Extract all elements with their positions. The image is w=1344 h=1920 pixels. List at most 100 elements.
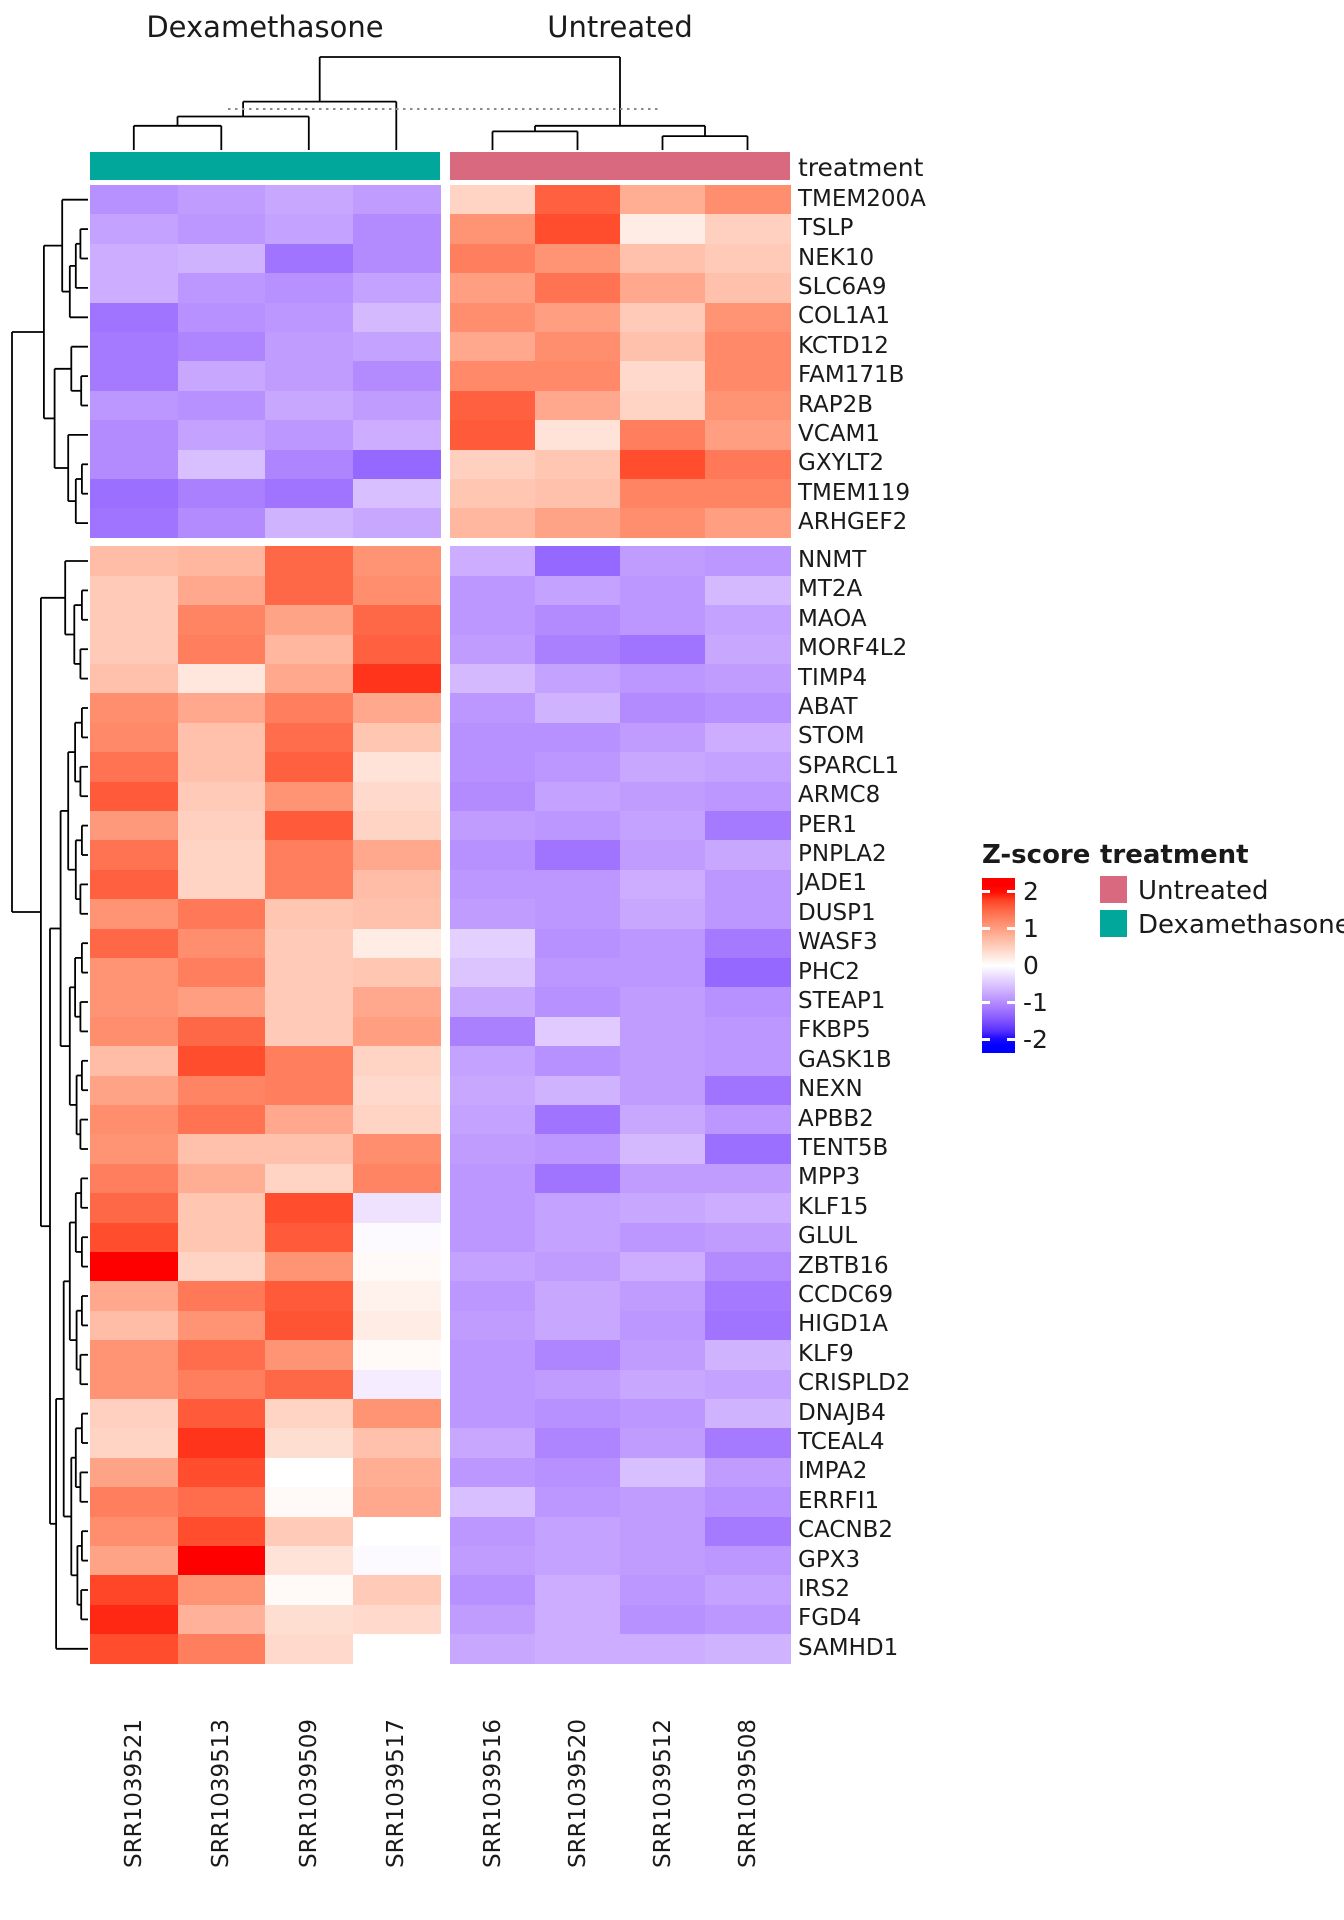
heatmap-cell	[620, 1340, 706, 1370]
heatmap-cell	[90, 693, 178, 724]
heatmap-cell	[90, 634, 178, 665]
heatmap-cell	[265, 1634, 353, 1664]
gene-label: GXYLT2	[798, 450, 884, 477]
gene-label: CCDC69	[798, 1281, 894, 1308]
heatmap-cell	[620, 928, 706, 959]
heatmap-cell	[535, 957, 621, 988]
heatmap-cell	[620, 605, 706, 635]
gene-label: FAM171B	[798, 362, 905, 389]
heatmap-cell	[177, 663, 266, 694]
heatmap-cell	[352, 1398, 441, 1429]
zscore-tick-mark	[1007, 927, 1015, 931]
heatmap-cell	[620, 1104, 706, 1135]
heatmap-cell	[90, 302, 178, 333]
heatmap-cell	[705, 1134, 791, 1165]
heatmap-cell	[450, 1163, 536, 1194]
heatmap-cell	[705, 302, 791, 333]
legend-item-untreated: Untreated	[1138, 876, 1269, 906]
heatmap-cell	[352, 546, 441, 577]
heatmap-cell	[620, 1634, 706, 1664]
heatmap-cell	[450, 1193, 536, 1223]
gene-label: GASK1B	[798, 1046, 892, 1073]
heatmap-cell	[177, 420, 266, 451]
heatmap-cell	[705, 1046, 791, 1076]
heatmap-cell	[450, 810, 536, 841]
heatmap-cell	[265, 840, 353, 871]
heatmap-cell	[705, 1222, 791, 1253]
heatmap-cell	[450, 479, 536, 509]
gene-label: TENT5B	[798, 1134, 889, 1161]
gene-label: COL1A1	[798, 303, 890, 330]
heatmap-cell	[177, 332, 266, 362]
heatmap-cell	[705, 390, 791, 421]
gene-label: CACNB2	[798, 1517, 894, 1544]
heatmap-cell	[177, 987, 266, 1018]
heatmap-cell	[177, 361, 266, 392]
zscore-tick-label: 1	[1023, 913, 1039, 943]
heatmap-cell	[620, 1016, 706, 1047]
heatmap-cell	[450, 781, 536, 812]
heatmap-cell	[620, 575, 706, 606]
heatmap-cell	[352, 508, 441, 539]
heatmap-cell	[90, 1016, 178, 1047]
heatmap-cell	[450, 869, 536, 900]
heatmap-cell	[177, 1516, 266, 1547]
heatmap-cell	[705, 1398, 791, 1429]
heatmap-cell	[265, 1310, 353, 1341]
heatmap-cell	[620, 214, 706, 245]
gene-label: JADE1	[798, 870, 867, 897]
heatmap-cell	[535, 1310, 621, 1341]
heatmap-cell	[90, 781, 178, 812]
heatmap-cell	[90, 605, 178, 635]
heatmap-cell	[265, 1281, 353, 1312]
zscore-tick-label: -2	[1023, 1024, 1048, 1054]
heatmap-cell	[90, 1398, 178, 1429]
heatmap-cell	[90, 479, 178, 509]
heatmap-cell	[450, 1310, 536, 1341]
heatmap-cell	[90, 1428, 178, 1459]
gene-label: MAOA	[798, 605, 867, 632]
heatmap-cell	[352, 1428, 441, 1459]
gene-label: ZBTB16	[798, 1252, 889, 1279]
heatmap-cell	[177, 957, 266, 988]
heatmap-cell	[705, 273, 791, 304]
heatmap-cell	[352, 605, 441, 635]
gene-label: ARHGEF2	[798, 509, 908, 536]
heatmap-cell	[620, 1369, 706, 1400]
heatmap-cell	[535, 634, 621, 665]
heatmap-cell	[705, 663, 791, 694]
heatmap-cell	[352, 332, 441, 362]
heatmap-cell	[265, 1134, 353, 1165]
heatmap-cell	[620, 390, 706, 421]
heatmap-cell	[90, 1340, 178, 1370]
heatmap-cell	[705, 1604, 791, 1635]
heatmap-cell	[177, 810, 266, 841]
heatmap-cell	[450, 1487, 536, 1517]
heatmap-cell	[535, 479, 621, 509]
gene-label: MPP3	[798, 1164, 861, 1191]
heatmap-cell	[352, 1634, 441, 1664]
heatmap-cell	[352, 390, 441, 421]
heatmap-cell	[620, 1487, 706, 1517]
heatmap-cell	[535, 1134, 621, 1165]
heatmap-cell	[535, 420, 621, 451]
heatmap-cell	[90, 243, 178, 274]
heatmap-cell	[265, 1193, 353, 1223]
heatmap-cell	[535, 1457, 621, 1488]
heatmap-cell	[265, 273, 353, 304]
heatmap-cell	[90, 1075, 178, 1106]
heatmap-cell	[177, 1634, 266, 1664]
heatmap-cell	[90, 752, 178, 782]
heatmap-cell	[620, 987, 706, 1018]
gene-label: SLC6A9	[798, 273, 887, 300]
heatmap-cell	[177, 302, 266, 333]
heatmap-cell	[265, 1457, 353, 1488]
sample-label: SRR1039512	[649, 1719, 676, 1868]
heatmap-cell	[705, 185, 791, 215]
heatmap-cell	[450, 1222, 536, 1253]
heatmap-cell	[177, 1193, 266, 1223]
heatmap-cell	[535, 840, 621, 871]
heatmap-cell	[620, 1281, 706, 1312]
heatmap-cell	[450, 546, 536, 577]
heatmap-cell	[535, 1016, 621, 1047]
